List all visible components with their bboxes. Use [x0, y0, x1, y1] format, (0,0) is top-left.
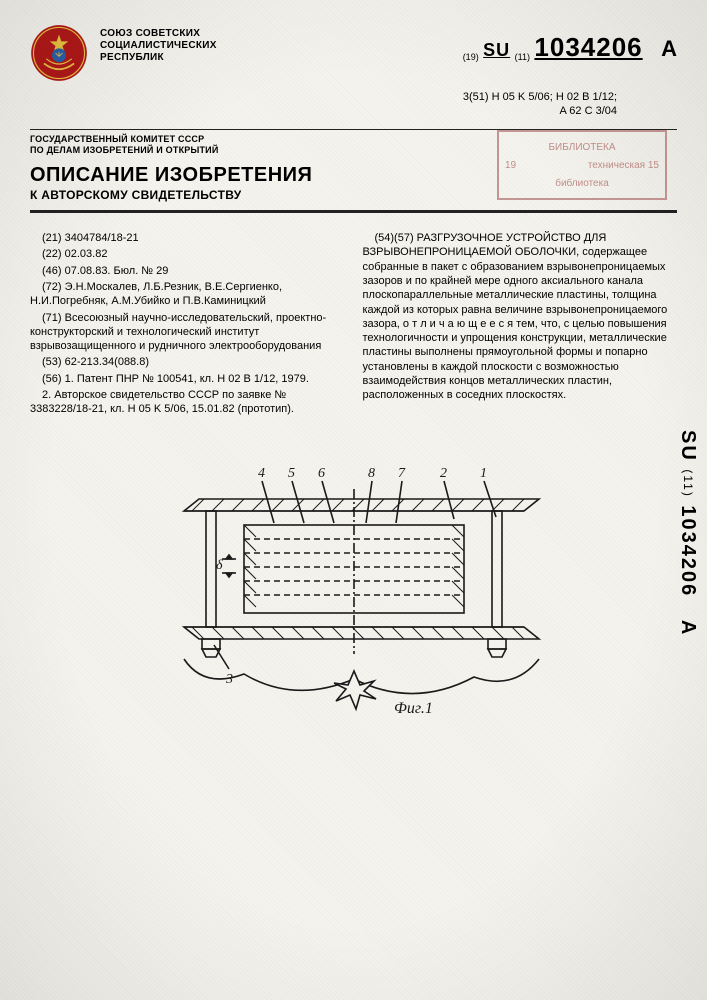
- left-column: (21) 3404784/18-21 (22) 02.03.82 (46) 07…: [30, 231, 345, 419]
- callout-7: 7: [398, 466, 406, 481]
- org-name: СОЮЗ СОВЕТСКИХ СОЦИАЛИСТИЧЕСКИХ РЕСПУБЛИ…: [100, 24, 421, 64]
- org-line: РЕСПУБЛИК: [100, 52, 421, 64]
- org-line: СОЦИАЛИСТИЧЕСКИХ: [100, 40, 421, 52]
- ussr-emblem-icon: [30, 24, 88, 82]
- country-code: SU: [483, 40, 510, 60]
- inid-19: (19): [463, 52, 479, 62]
- callout-2: 2: [440, 466, 447, 481]
- divider-thick: [30, 210, 677, 213]
- stamp-line: техническая 15: [588, 160, 659, 171]
- inid-11: (11): [515, 52, 530, 62]
- callout-1: 1: [480, 466, 487, 481]
- doc-title: ОПИСАНИЕ ИЗОБРЕТЕНИЯ: [30, 164, 312, 187]
- biblio-21: (21) 3404784/18-21: [30, 231, 345, 245]
- margin-kind: A: [677, 620, 699, 636]
- stamp-line: БИБЛИОТЕКА: [505, 142, 659, 153]
- figure-caption: Фиг.1: [394, 700, 433, 717]
- callout-3: 3: [225, 672, 233, 687]
- stamp-line: 19: [505, 160, 516, 171]
- library-stamp: БИБЛИОТЕКА 19 техническая 15 библиотека: [497, 130, 667, 200]
- margin-number: 1034206: [677, 505, 699, 597]
- right-column: (54)(57) РАЗГРУЗОЧНОЕ УСТРОЙСТВО ДЛЯ ВЗР…: [363, 231, 678, 419]
- publication-number: (19) SU (11) 1034206 A: [433, 24, 677, 63]
- biblio-53: (53) 62-213.34(088.8): [30, 355, 345, 369]
- delta-symbol: δ: [216, 558, 223, 573]
- margin-publication-number: SU (11) 1034206 A: [676, 430, 699, 636]
- biblio-46: (46) 07.08.83. Бюл. № 29: [30, 264, 345, 278]
- kind-code: A: [661, 36, 677, 61]
- biblio-56-1: (56) 1. Патент ПНР № 100541, кл. H 02 B …: [30, 372, 345, 386]
- committee-line: ПО ДЕЛАМ ИЗОБРЕТЕНИЙ И ОТКРЫТИЙ: [30, 145, 312, 156]
- margin-inid: (11): [681, 469, 695, 497]
- margin-country: SU: [677, 430, 699, 462]
- body-columns: (21) 3404784/18-21 (22) 02.03.82 (46) 07…: [30, 231, 677, 419]
- callout-5: 5: [288, 466, 295, 481]
- doc-number: 1034206: [534, 32, 642, 62]
- inid-51: 3(51): [463, 91, 489, 103]
- biblio-72: (72) Э.Н.Москалев, Л.Б.Резник, В.Е.Серги…: [30, 280, 345, 309]
- header-row: СОЮЗ СОВЕТСКИХ СОЦИАЛИСТИЧЕСКИХ РЕСПУБЛИ…: [30, 24, 677, 82]
- ipc-codes: 3(51) H 05 K 5/06; H 02 B 1/12; A 62 C 3…: [30, 90, 677, 119]
- doc-subtitle: К АВТОРСКОМУ СВИДЕТЕЛЬСТВУ: [30, 188, 312, 202]
- org-line: СОЮЗ СОВЕТСКИХ: [100, 28, 421, 40]
- callout-6: 6: [318, 466, 325, 481]
- callout-8: 8: [368, 466, 375, 481]
- biblio-71: (71) Всесоюзный научно-исследовательский…: [30, 311, 345, 354]
- committee-name: ГОСУДАРСТВЕННЫЙ КОМИТЕТ СССР ПО ДЕЛАМ ИЗ…: [30, 134, 312, 157]
- biblio-22: (22) 02.03.82: [30, 247, 345, 261]
- callout-4: 4: [258, 466, 265, 481]
- biblio-56-2: 2. Авторское свидетельство СССР по заявк…: [30, 388, 345, 417]
- committee-line: ГОСУДАРСТВЕННЫЙ КОМИТЕТ СССР: [30, 134, 312, 145]
- abstract: (54)(57) РАЗГРУЗОЧНОЕ УСТРОЙСТВО ДЛЯ ВЗР…: [363, 231, 678, 403]
- title-block: ОПИСАНИЕ ИЗОБРЕТЕНИЯ К АВТОРСКОМУ СВИДЕТ…: [30, 164, 312, 202]
- ipc-text: H 05 K 5/06; H 02 B 1/12; A 62 C 3/04: [492, 91, 617, 117]
- figure-1: 4 5 6 8 7 2 1 3 δ Фиг.1: [30, 459, 677, 719]
- stamp-line: библиотека: [505, 178, 659, 189]
